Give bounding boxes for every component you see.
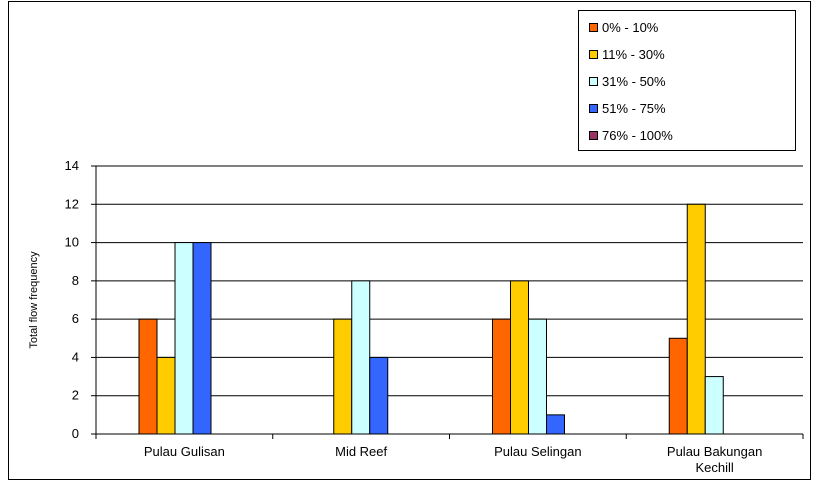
bar xyxy=(333,318,353,435)
bar xyxy=(686,203,706,435)
y-tick-label: 4 xyxy=(72,349,79,364)
legend: 0% - 10% 11% - 30% 31% - 50% 51% - 75% 76% -… xyxy=(578,10,796,151)
bar xyxy=(156,356,176,435)
legend-item: 0% - 10% xyxy=(589,17,658,37)
legend-item: 31% - 50% xyxy=(589,71,666,91)
legend-label: 76% - 100% xyxy=(602,127,673,143)
bar xyxy=(492,318,511,435)
y-tick-label: 10 xyxy=(65,235,79,250)
bar xyxy=(138,318,158,435)
x-tick-label: Pulau Gulisan xyxy=(144,444,225,459)
x-tick-label: Mid Reef xyxy=(335,444,387,459)
y-tick-label: 14 xyxy=(65,158,79,173)
y-tick-label: 2 xyxy=(72,388,79,403)
axes: 0 2 4 6 8 10 12 14 Pulau Gulisan Mid Reef Pulau Se… xyxy=(65,158,804,475)
bar xyxy=(192,242,212,435)
bar xyxy=(351,280,371,435)
bar xyxy=(369,356,389,435)
legend-item: 76% - 100% xyxy=(589,125,673,145)
bar xyxy=(174,242,194,435)
bar xyxy=(528,318,547,435)
x-tick-label: Pulau Bakungan Kechill xyxy=(667,444,762,475)
bar xyxy=(510,280,529,435)
y-tick-label: 0 xyxy=(72,426,79,441)
legend-label: 0% - 10% xyxy=(602,19,659,35)
legend-swatch xyxy=(589,130,598,140)
y-tick-label: 12 xyxy=(65,196,79,211)
bars xyxy=(138,203,724,435)
bar xyxy=(668,337,688,435)
legend-label: 51% - 75% xyxy=(602,100,666,116)
bar xyxy=(704,376,724,435)
legend-swatch xyxy=(589,76,598,86)
legend-swatch xyxy=(589,22,598,32)
y-axis-label: Total flow frequency xyxy=(28,251,40,349)
legend-item: 51% - 75% xyxy=(589,98,666,118)
bar xyxy=(546,414,565,435)
legend-label: 31% - 50% xyxy=(602,73,666,89)
legend-item: 11% - 30% xyxy=(589,44,665,64)
legend-swatch xyxy=(589,49,598,59)
y-tick-label: 6 xyxy=(72,311,79,326)
y-tick-label: 8 xyxy=(72,273,79,288)
legend-label: 11% - 30% xyxy=(602,46,665,62)
x-tick-label: Pulau Selingan xyxy=(494,444,581,459)
legend-swatch xyxy=(589,103,598,113)
